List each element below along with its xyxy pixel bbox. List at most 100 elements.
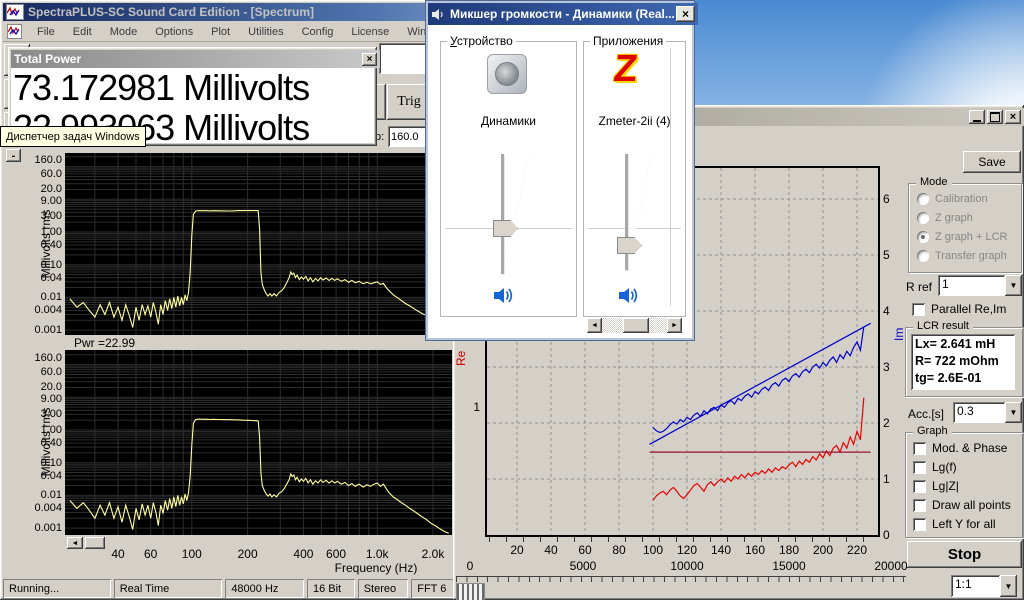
device-slider-track[interactable]	[501, 154, 504, 274]
device-group-label: Устройство	[447, 34, 516, 48]
rref-value: 1	[938, 275, 1005, 296]
stop-button[interactable]: Stop	[907, 541, 1022, 568]
pwr-readout: Pwr =22.99	[74, 336, 136, 350]
radio-icon[interactable]	[917, 250, 929, 262]
device-mute-icon[interactable]	[492, 286, 514, 305]
chevron-down-icon[interactable]: ▼	[1000, 575, 1017, 597]
checkbox[interactable]	[913, 441, 926, 455]
cb-mod-phase[interactable]: Mod. & Phase	[913, 441, 1007, 455]
checkbox[interactable]	[913, 479, 926, 493]
y-tick-label: 0.01	[40, 291, 62, 304]
total-power-titlebar[interactable]: Total Power ×	[11, 50, 380, 68]
menu-utilities[interactable]: Utilities	[248, 25, 284, 38]
y-tick-label: 60.0	[40, 365, 62, 378]
spectrum-plot-lower[interactable]	[65, 350, 452, 535]
spectrum-canvas	[65, 350, 452, 535]
toolbar-field[interactable]	[379, 43, 434, 74]
checkbox[interactable]	[913, 517, 926, 531]
menu-config[interactable]: Config	[301, 25, 334, 38]
plot2-scroll-left-button[interactable]: ◄	[67, 537, 83, 549]
checkbox[interactable]	[913, 498, 926, 512]
close-button[interactable]: ×	[1005, 110, 1021, 124]
y-tick-label: 3.00	[40, 408, 62, 421]
menu-plot[interactable]: Plot	[211, 25, 231, 38]
spectraplus-app-icon	[6, 4, 24, 20]
parallel-checkbox-row[interactable]: Parallel Re,Im	[912, 302, 1006, 316]
acc-combo[interactable]: 0.3 ▼	[953, 402, 1022, 423]
radio-transfer-graph[interactable]: Transfer graph	[917, 250, 1007, 262]
menu-mode[interactable]: Mode	[109, 25, 138, 38]
scroll-right-button[interactable]: ►	[667, 318, 682, 333]
taskbar-tooltip: Диспетчер задач Windows	[0, 126, 146, 147]
radio-icon[interactable]	[917, 212, 929, 224]
cb-lgf[interactable]: Lg(f)	[913, 460, 957, 474]
device-slider-shade	[505, 154, 529, 274]
menu-file[interactable]: File	[37, 25, 55, 38]
mixer-close-button[interactable]: ×	[676, 6, 695, 22]
y-tick-label: 160.0	[34, 351, 62, 364]
radio-calibration[interactable]: Calibration	[917, 193, 988, 205]
freq-row1-label: 40	[544, 543, 558, 557]
mixer-titlebar[interactable]: Микшер громкости - Динамики (Real... ×	[428, 3, 698, 25]
x-tick-label: 100	[181, 547, 202, 561]
device-slider-thumb[interactable]	[493, 220, 518, 237]
rref-combo[interactable]: 1 ▼	[938, 275, 1022, 296]
menu-license[interactable]: License	[351, 25, 390, 38]
freq-row1-label: 180	[778, 543, 800, 557]
app-slider-track[interactable]	[625, 154, 628, 270]
apps-group-label: Приложения	[590, 34, 667, 48]
parallel-checkbox[interactable]	[912, 302, 925, 316]
maximize-button[interactable]	[987, 110, 1003, 124]
x-tick-label: 200	[237, 547, 258, 561]
cb-left-y[interactable]: Left Y for all	[913, 517, 996, 531]
spectrum-plot-upper[interactable]	[65, 153, 452, 335]
total-power-window: Total Power × 73.172981 Millivolts 22.99…	[8, 47, 380, 146]
minus-button[interactable]: -	[6, 149, 21, 162]
freq-row2-label: 20000	[874, 559, 908, 573]
plot2-scroll-thumb[interactable]	[85, 537, 105, 549]
cb-lgz[interactable]: Lg|Z|	[913, 479, 959, 493]
spectraplus-titlebar[interactable]: SpectraPLUS-SC Sound Card Edition - [Spe…	[3, 3, 462, 21]
radio-icon[interactable]	[917, 193, 929, 205]
graph-groupbox: Graph Mod. & Phase Lg(f) Lg|Z| Draw all …	[905, 425, 1024, 538]
chevron-down-icon[interactable]: ▼	[1005, 402, 1022, 423]
mixer-title: Микшер громкости - Динамики (Real...	[450, 7, 675, 21]
total-power-close-button[interactable]: ×	[362, 52, 377, 66]
checkbox[interactable]	[913, 460, 926, 474]
radio-icon-selected[interactable]	[917, 231, 929, 243]
y-tick-label: 3.00	[40, 210, 62, 223]
im-axis-label: Im	[892, 327, 906, 341]
save-button[interactable]: Save	[963, 151, 1021, 173]
menu-options[interactable]: Options	[155, 25, 194, 38]
apps-groupbox: Приложения Z Zmeter-2ii (4) ◄ ►	[583, 34, 686, 333]
status-bits: 16 Bit	[307, 579, 355, 598]
trig-button[interactable]: Trig	[387, 84, 431, 120]
scroll-left-button[interactable]: ◄	[587, 318, 602, 333]
freq-row1-label: 140	[710, 543, 732, 557]
scale-combo[interactable]: 1:1 ▼	[951, 575, 1017, 597]
scroll-thumb[interactable]	[623, 318, 649, 333]
menu-edit[interactable]: Edit	[72, 25, 92, 38]
p-field[interactable]: 160.0	[388, 126, 437, 147]
total-power-value-1: 73.172981 Millivolts	[13, 68, 310, 108]
apps-scrollbar[interactable]: ◄ ►	[587, 318, 682, 333]
y-tick-label: 0.40	[40, 239, 62, 251]
minimize-button[interactable]	[969, 110, 985, 124]
chevron-down-icon[interactable]: ▼	[1005, 275, 1022, 296]
app-slider-thumb[interactable]	[617, 237, 642, 254]
document-icon[interactable]	[7, 24, 22, 39]
total-power-title: Total Power	[14, 52, 82, 66]
y-tick-label: 0.004	[34, 304, 62, 317]
app-mute-icon[interactable]	[617, 286, 639, 305]
radio-z-graph-lcr[interactable]: Z graph + LCR	[917, 231, 1007, 243]
zmeter-app-icon[interactable]: Z	[611, 48, 640, 90]
radio-z-graph[interactable]: Z graph	[917, 212, 973, 224]
speakers-device-icon[interactable]	[487, 54, 527, 94]
freq-row1-label: 160	[744, 543, 766, 557]
y-tick-label: 1.00	[40, 424, 62, 436]
mixer-client: Устройство Динамики Приложения Z Zmeter-…	[428, 25, 692, 338]
re-axis-label: Re	[454, 350, 468, 366]
status-mode: Real Time	[114, 579, 223, 598]
cb-draw-all[interactable]: Draw all points	[913, 498, 1011, 512]
im-tick-label: 4	[883, 304, 890, 318]
